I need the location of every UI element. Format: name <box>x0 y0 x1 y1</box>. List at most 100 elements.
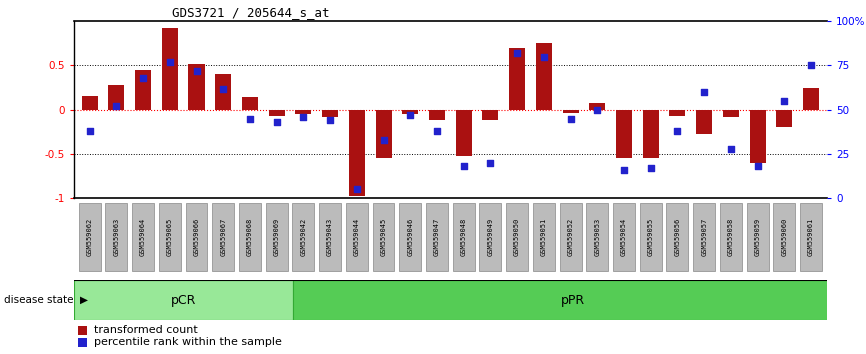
Point <box>190 68 204 74</box>
FancyBboxPatch shape <box>293 203 314 272</box>
Point <box>243 116 257 121</box>
FancyBboxPatch shape <box>613 203 635 272</box>
Bar <box>135 70 151 110</box>
FancyBboxPatch shape <box>158 203 181 272</box>
Text: GSM559043: GSM559043 <box>327 218 333 256</box>
Point <box>778 98 792 104</box>
Text: percentile rank within the sample: percentile rank within the sample <box>94 337 281 347</box>
Bar <box>81 97 98 110</box>
Point <box>136 75 150 81</box>
Bar <box>563 110 578 113</box>
Text: GSM559045: GSM559045 <box>380 218 386 256</box>
Point <box>617 167 631 173</box>
FancyBboxPatch shape <box>426 203 448 272</box>
Text: GSM559051: GSM559051 <box>541 218 546 256</box>
Text: disease state  ▶: disease state ▶ <box>4 295 88 305</box>
Point <box>430 128 444 134</box>
Bar <box>429 110 445 120</box>
Bar <box>803 88 819 110</box>
Text: GSM559050: GSM559050 <box>514 218 520 256</box>
Text: GSM559061: GSM559061 <box>808 218 814 256</box>
Bar <box>750 110 766 163</box>
Point <box>510 50 524 56</box>
Bar <box>643 110 659 159</box>
Bar <box>268 110 285 116</box>
Bar <box>162 28 178 110</box>
Text: GSM559053: GSM559053 <box>594 218 600 256</box>
FancyBboxPatch shape <box>559 203 581 272</box>
Bar <box>293 280 854 320</box>
Text: GSM559062: GSM559062 <box>87 218 93 256</box>
Point <box>377 137 391 143</box>
Text: GSM559060: GSM559060 <box>781 218 787 256</box>
Bar <box>108 85 125 110</box>
Bar <box>776 110 792 127</box>
Point <box>296 114 310 120</box>
Point <box>323 118 337 123</box>
Point <box>483 160 497 166</box>
Text: GSM559047: GSM559047 <box>434 218 440 256</box>
Text: GSM559049: GSM559049 <box>488 218 494 256</box>
Point <box>724 146 738 152</box>
Text: GSM559056: GSM559056 <box>675 218 681 256</box>
FancyBboxPatch shape <box>372 203 395 272</box>
Bar <box>349 110 365 195</box>
Point <box>109 103 123 109</box>
FancyBboxPatch shape <box>79 203 100 272</box>
Point <box>537 54 551 59</box>
Bar <box>402 110 418 114</box>
Text: GSM559048: GSM559048 <box>461 218 467 256</box>
Bar <box>74 280 293 320</box>
Text: GSM559063: GSM559063 <box>113 218 120 256</box>
Text: GSM559058: GSM559058 <box>727 218 734 256</box>
FancyBboxPatch shape <box>720 203 742 272</box>
Text: GSM559064: GSM559064 <box>140 218 146 256</box>
Bar <box>376 110 391 159</box>
Text: pCR: pCR <box>171 293 196 307</box>
Bar <box>216 74 231 110</box>
FancyBboxPatch shape <box>212 203 234 272</box>
FancyBboxPatch shape <box>266 203 288 272</box>
FancyBboxPatch shape <box>480 203 501 272</box>
Bar <box>322 110 338 117</box>
Text: GSM559067: GSM559067 <box>220 218 226 256</box>
FancyBboxPatch shape <box>773 203 795 272</box>
FancyBboxPatch shape <box>640 203 662 272</box>
FancyBboxPatch shape <box>693 203 715 272</box>
Text: GSM559057: GSM559057 <box>701 218 708 256</box>
FancyBboxPatch shape <box>239 203 261 272</box>
FancyBboxPatch shape <box>533 203 555 272</box>
Text: GSM559054: GSM559054 <box>621 218 627 256</box>
Text: GSM559055: GSM559055 <box>648 218 654 256</box>
Bar <box>616 110 632 159</box>
FancyBboxPatch shape <box>399 203 421 272</box>
Text: pPR: pPR <box>561 293 585 307</box>
Bar <box>456 110 472 156</box>
Bar <box>669 110 685 116</box>
Bar <box>536 44 552 110</box>
Bar <box>509 48 525 110</box>
FancyBboxPatch shape <box>800 203 822 272</box>
Text: GSM559042: GSM559042 <box>301 218 307 256</box>
Point <box>591 107 604 113</box>
Bar <box>589 103 605 110</box>
Point <box>269 119 283 125</box>
FancyBboxPatch shape <box>346 203 368 272</box>
Point <box>751 164 765 169</box>
Point <box>804 63 818 68</box>
Text: GSM559068: GSM559068 <box>247 218 253 256</box>
Point <box>350 187 364 192</box>
FancyBboxPatch shape <box>746 203 768 272</box>
FancyBboxPatch shape <box>320 203 341 272</box>
FancyBboxPatch shape <box>586 203 608 272</box>
Bar <box>295 110 312 114</box>
Point <box>697 89 711 95</box>
Text: GSM559059: GSM559059 <box>754 218 760 256</box>
Point <box>83 128 97 134</box>
FancyBboxPatch shape <box>667 203 688 272</box>
Point <box>643 165 657 171</box>
Point <box>163 59 177 65</box>
Point <box>456 164 470 169</box>
Text: GSM559052: GSM559052 <box>567 218 573 256</box>
Bar <box>482 110 499 120</box>
